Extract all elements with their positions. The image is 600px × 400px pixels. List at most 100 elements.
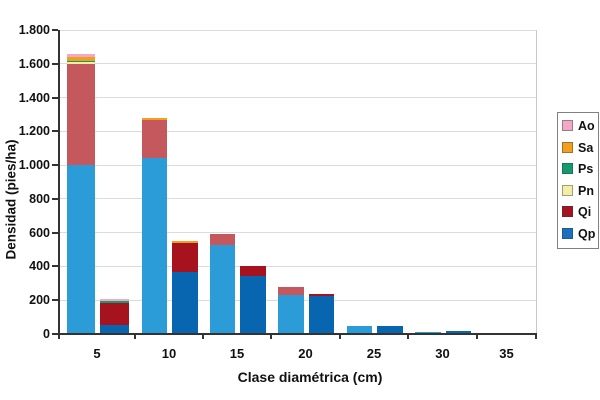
bar-segment-Ps [100, 300, 129, 303]
bar-segment-Ao [66, 53, 96, 58]
y-tick-400 [52, 265, 58, 268]
x-tick-0 [58, 334, 60, 339]
gridline-400 [59, 265, 536, 267]
x-tick-2 [202, 334, 204, 339]
bar-segment-Qp [277, 295, 304, 334]
x-tick-label-10: 10 [161, 346, 177, 361]
x-tick-4 [339, 334, 341, 339]
legend-label-ps: Ps [578, 162, 594, 176]
y-tick-label-400: 400 [29, 259, 50, 274]
y-tick-200 [52, 299, 58, 302]
legend-swatch-qi [562, 206, 573, 217]
y-tick-600 [52, 231, 58, 234]
x-tick-label-30: 30 [435, 346, 450, 361]
x-tick-label-15: 15 [229, 346, 245, 361]
legend-label-ao: Ao [578, 119, 595, 133]
x-tick-5 [407, 334, 409, 339]
x-tick-label-5: 5 [93, 346, 101, 361]
bar-segment-Qi [240, 265, 266, 276]
stacked-bar-20-light [277, 286, 304, 334]
y-tick-label-800: 800 [29, 191, 50, 206]
y-tick-label-1.400: 1.400 [18, 90, 50, 105]
y-tick-label-600: 600 [29, 225, 50, 240]
x-tick-label-25: 25 [366, 346, 382, 361]
y-tick-1.400 [52, 96, 58, 99]
bar-segment-Qi [172, 242, 198, 272]
y-tick-label-200: 200 [29, 293, 50, 308]
stacked-bar-15-light [209, 234, 236, 334]
bar-segment-Qi [100, 302, 129, 325]
bar-segment-Qp [240, 275, 266, 334]
legend-item-qi: Qi [562, 204, 596, 220]
bar-segment-Qi [277, 286, 304, 296]
bar-segment-Qi [308, 294, 335, 296]
legend-swatch-pn [562, 184, 573, 196]
legend-swatch-sa [562, 141, 573, 153]
legend-label-qi: Qi [578, 205, 592, 219]
bar-segment-Sa [66, 57, 96, 62]
y-axis-line [58, 30, 60, 335]
bar-segment-Qi [141, 120, 168, 159]
bar-segment-Qp [377, 325, 403, 334]
bar-segment-Ps [66, 61, 96, 63]
stacked-bar-20-dark [308, 294, 335, 334]
legend: Ao Sa Ps Pn Qi Qp [557, 112, 599, 249]
y-tick-1.000 [52, 164, 58, 167]
stacked-bar-25-light [346, 326, 373, 334]
bar-segment-Qp [141, 158, 168, 334]
bar-segment-Qi [209, 234, 236, 246]
y-tick-0 [52, 333, 58, 335]
stacked-bar-5-light [66, 53, 96, 334]
bar-segment-Sa [141, 118, 168, 121]
stacked-bar-25-dark [377, 325, 403, 334]
legend-item-pn: Pn [562, 183, 596, 199]
x-axis-title: Clase diamétrica (cm) [237, 369, 383, 385]
stacked-bar-30-light [414, 331, 441, 334]
legend-swatch-ao [562, 120, 573, 131]
y-tick-label-1.200: 1.200 [18, 124, 50, 139]
stacked-bar-10-dark [172, 241, 198, 334]
bar-segment-Qp [66, 165, 96, 334]
stacked-bar-30-dark [445, 330, 472, 334]
legend-item-ps: Ps [562, 161, 596, 177]
x-tick-label-35: 35 [499, 346, 514, 361]
y-tick-1.200 [52, 130, 58, 133]
stacked-bar-5-dark [100, 298, 129, 334]
plot-area [59, 30, 536, 334]
legend-item-qp: Qp [562, 226, 596, 242]
y-tick-label-1.600: 1.600 [18, 56, 50, 71]
gridline-1.600 [59, 63, 536, 65]
bar-segment-Sa [172, 241, 198, 243]
bar-segment-Qp [209, 245, 236, 334]
bar-segment-Pn [66, 62, 96, 64]
gridline-1.200 [59, 130, 536, 132]
x-tick-1 [134, 334, 136, 339]
x-tick-6 [476, 334, 478, 339]
stacked-bar-10-light [141, 118, 168, 334]
bar-segment-Qp [100, 324, 129, 334]
bar-segment-Qi [66, 63, 96, 166]
plot-right-border [536, 30, 537, 334]
bar-segment-Ao [100, 298, 129, 301]
y-tick-label-1.800: 1.800 [18, 23, 50, 37]
legend-swatch-ps [562, 163, 573, 174]
y-tick-label-1.000: 1.000 [18, 158, 50, 173]
bar-segment-Qp [346, 326, 373, 334]
bar-segment-Qp [308, 295, 335, 334]
legend-swatch-qp [562, 227, 573, 239]
gridline-800 [59, 198, 536, 200]
y-tick-label-0: 0 [43, 327, 50, 341]
gridline-600 [59, 232, 536, 234]
bar-segment-Qp [445, 330, 472, 334]
bar-segment-Qp [414, 331, 441, 334]
gridline-1.800 [59, 29, 536, 31]
legend-label-pn: Pn [578, 183, 594, 198]
x-tick-3 [270, 334, 272, 339]
gridline-1.000 [59, 164, 536, 166]
legend-label-sa: Sa [578, 140, 594, 155]
x-tick-label-20: 20 [298, 346, 313, 361]
y-tick-800 [52, 197, 58, 200]
stacked-bar-15-dark [240, 265, 266, 334]
x-tick-7 [535, 334, 537, 339]
